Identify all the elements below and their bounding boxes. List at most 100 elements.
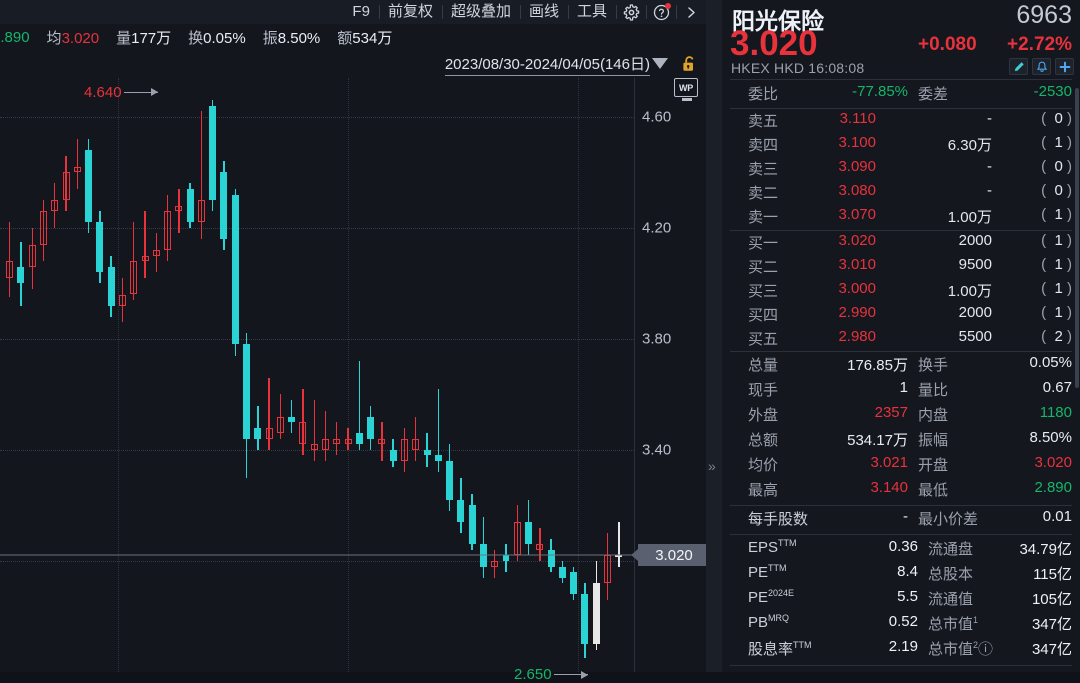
candle-body (525, 522, 533, 545)
level-count: ( 1 ) (1041, 134, 1072, 151)
candle-body (39, 211, 47, 245)
level-label: 卖一 (748, 209, 779, 226)
candle-wick (618, 522, 620, 567)
order-ratio-row: 委比 -77.85% 委差 -2530 (722, 83, 1080, 108)
vertical-gridline (348, 78, 349, 672)
stat-row: 总量 176.85万 换手 0.05% (722, 354, 1080, 379)
quote-stat-1: 均3.020 (46, 29, 100, 47)
quote-detail-panel: 阳光保险 6963 3.020 +0.080 +2.72% HKEX HKD 1… (722, 0, 1080, 672)
candle-wick (144, 211, 146, 278)
order-diff-label: 委差 (918, 86, 949, 103)
orderbook-row[interactable]: 买四 2.990 2000 ( 1 ) (722, 304, 1080, 328)
level-qty: - (987, 110, 992, 127)
candle-wick (437, 388, 439, 473)
orderbook-row[interactable]: 买一 3.020 2000 ( 1 ) (722, 232, 1080, 256)
y-axis-tick: 3.80 (642, 330, 672, 348)
toolbar-tools[interactable]: 工具 (567, 0, 616, 24)
candle-wick (65, 155, 67, 212)
orderbook-row[interactable]: 买二 3.010 9500 ( 1 ) (722, 256, 1080, 280)
orderbook-row[interactable]: 卖五 3.110 - ( 0 ) (722, 110, 1080, 134)
low-annotation-label: 2.650 (514, 666, 552, 683)
fundamental-value: 0.36 (888, 538, 918, 555)
date-range-label[interactable]: 2023/08/30-2024/04/05(146日) (444, 53, 650, 76)
candle-wick (42, 200, 45, 262)
panel-expander-handle[interactable]: » (706, 0, 722, 672)
pencil-icon[interactable] (1009, 58, 1028, 75)
panel-scrollbar[interactable] (1075, 88, 1079, 388)
candle-wick (324, 411, 327, 462)
stat-value-2: 0.05% (1029, 354, 1072, 371)
level-qty: 1.00万 (947, 209, 992, 226)
toolbar-f9[interactable]: F9 (352, 3, 370, 20)
bell-icon[interactable] (1032, 58, 1051, 75)
fundamental-value: 8.4 (897, 563, 918, 580)
candle-body (220, 172, 228, 239)
fundamental-label-2: 总市值2ⓘ (928, 640, 994, 658)
candle-body (615, 555, 623, 557)
candle-wick (403, 427, 406, 473)
notification-dot (665, 3, 671, 9)
stat-value: 3.140 (870, 479, 908, 496)
lot-size-label: 每手股数 (748, 511, 809, 528)
toolbar-overlay[interactable]: 超级叠加 (441, 0, 520, 24)
candle-wick (290, 399, 293, 434)
level-price: 3.100 (838, 134, 876, 151)
order-diff-value: -2530 (1033, 83, 1072, 100)
candle-body (355, 433, 363, 445)
orderbook-row[interactable]: 卖四 3.100 6.30万 ( 1 ) (722, 134, 1080, 158)
level-qty: - (987, 182, 992, 199)
lot-size-row: 每手股数 - 最小价差 0.01 (722, 508, 1080, 533)
orderbook-row[interactable]: 买三 3.000 1.00万 ( 1 ) (722, 280, 1080, 304)
orderbook-row[interactable]: 买五 2.980 5500 ( 2 ) (722, 328, 1080, 352)
toolbar-adjust[interactable]: 前复权 (378, 0, 442, 24)
candle-layer (0, 78, 706, 672)
level-label: 买一 (748, 235, 779, 252)
candle-body (6, 261, 14, 278)
help-icon[interactable] (646, 0, 676, 24)
unlock-icon[interactable] (682, 55, 698, 77)
candle-body (288, 416, 296, 423)
toolbar-draw[interactable]: 画线 (519, 0, 568, 24)
plus-icon[interactable] (1055, 58, 1074, 75)
stat-label-2: 最低 (918, 482, 949, 499)
fundamental-value-2: 34.79亿 (1019, 541, 1072, 558)
level-price: 3.110 (839, 110, 876, 127)
chevron-right-icon[interactable] (676, 0, 706, 24)
candle-body (344, 438, 352, 445)
info-icon[interactable]: ⓘ (978, 641, 994, 658)
fundamental-row: PBMRQ 0.52 总市值1 347亿 (722, 613, 1080, 638)
candle-body (130, 261, 138, 295)
level-price: 3.010 (838, 256, 876, 273)
arrow-icon (553, 670, 588, 679)
stat-label: 总量 (748, 357, 779, 374)
level-qty: 2000 (958, 304, 992, 321)
fundamental-value: 5.5 (897, 588, 918, 605)
candle-body (367, 416, 375, 439)
fundamental-value-2: 105亿 (1031, 591, 1072, 608)
candle-body (299, 422, 307, 445)
double-chevron-right-icon: » (708, 458, 716, 474)
divider (730, 351, 1072, 352)
candle-body (502, 555, 510, 561)
fundamental-label-2: 流通盘 (928, 541, 974, 558)
candle-body (333, 438, 341, 445)
level-count: ( 1 ) (1041, 232, 1072, 249)
gear-icon[interactable] (616, 0, 646, 24)
stock-name: 阳光保险 (732, 8, 824, 34)
orderbook-row[interactable]: 卖三 3.090 - ( 0 ) (722, 158, 1080, 182)
chevron-down-icon[interactable] (652, 58, 668, 69)
fundamental-row: PE2024E 5.5 流通值 105亿 (722, 588, 1080, 613)
candle-body (434, 455, 442, 462)
candle-wick (8, 222, 11, 298)
orderbook-row[interactable]: 卖一 3.070 1.00万 ( 1 ) (722, 206, 1080, 230)
orderbook-row[interactable]: 卖二 3.080 - ( 0 ) (722, 182, 1080, 206)
stat-row: 最高 3.140 最低 2.890 (722, 479, 1080, 504)
candle-body (423, 449, 431, 456)
candle-body (51, 200, 59, 212)
vertical-gridline (118, 78, 119, 672)
candle-body (17, 266, 25, 284)
level-price: 2.990 (838, 304, 876, 321)
level-price: 3.080 (838, 182, 876, 199)
level-count: ( 0 ) (1041, 158, 1072, 175)
